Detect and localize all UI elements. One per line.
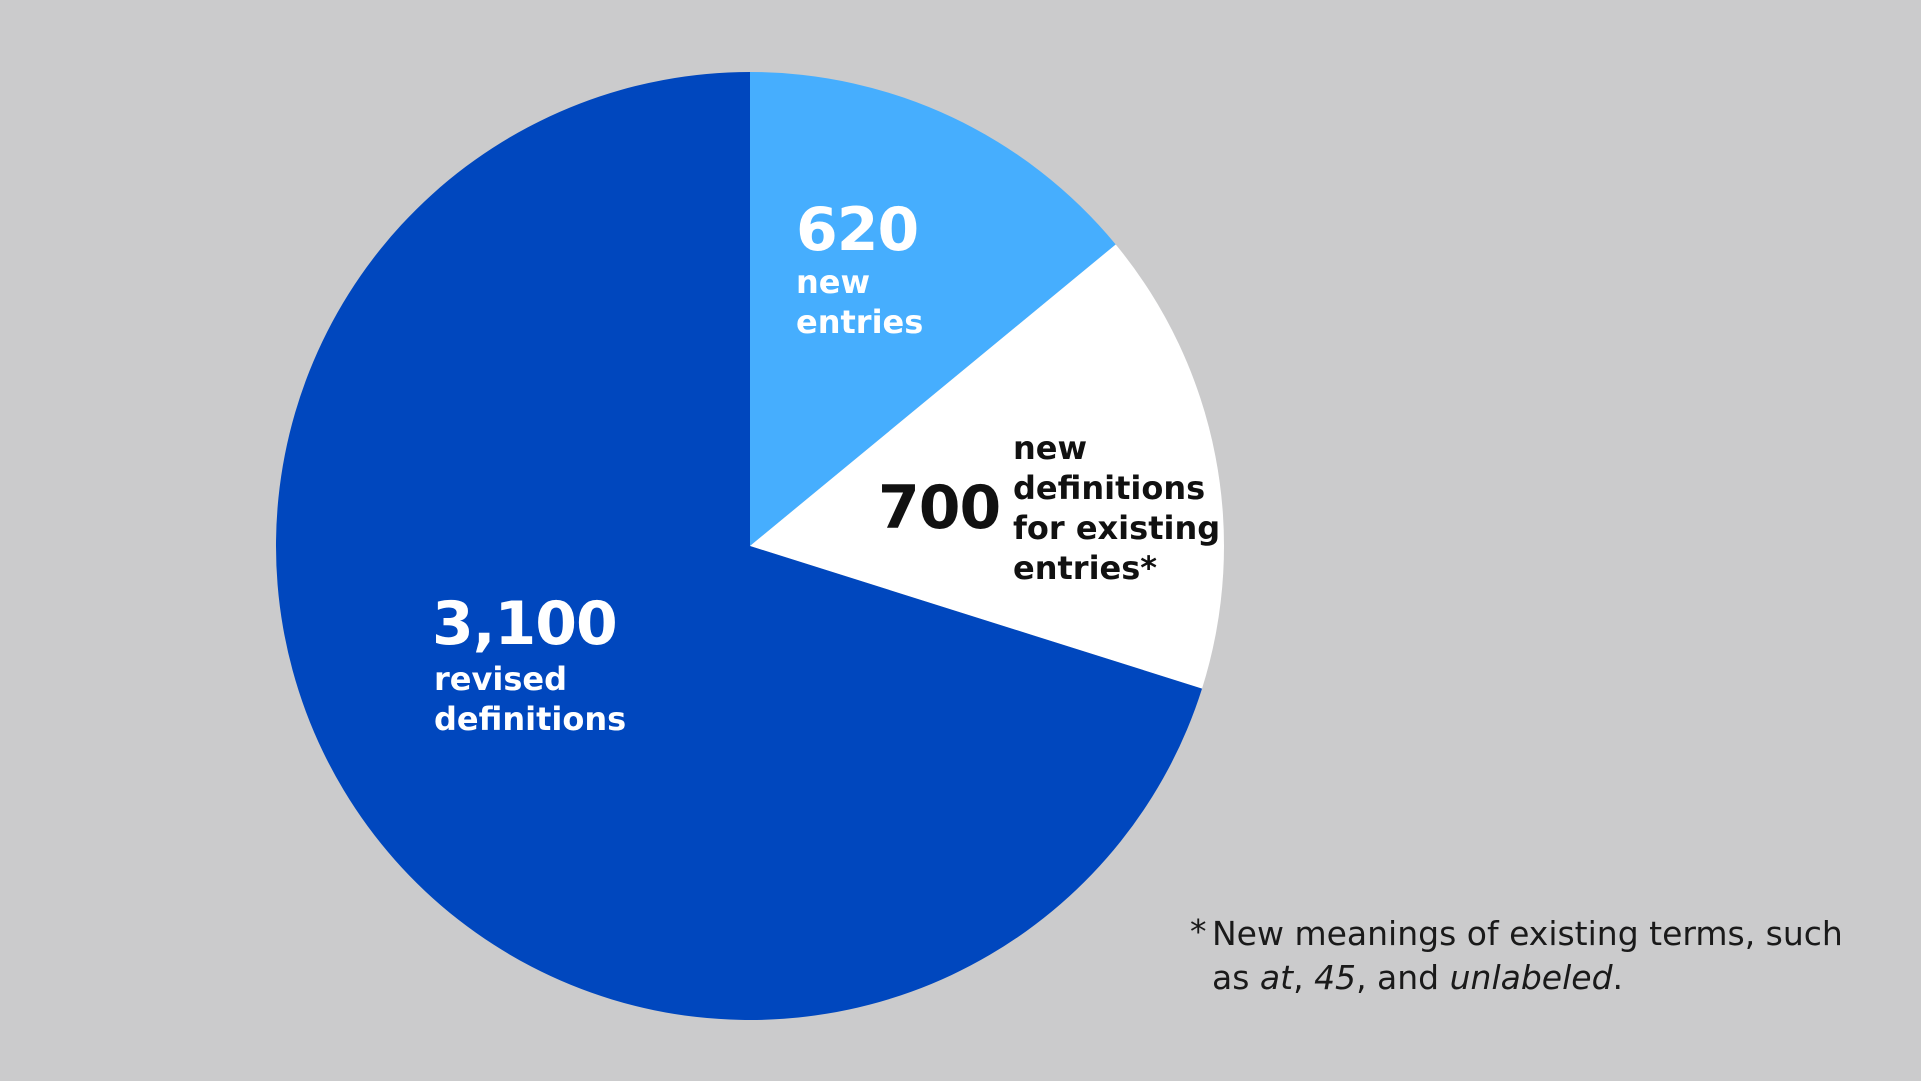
slice-category-label-2: revised definitions (434, 659, 626, 739)
footnote-term-unlabeled: unlabeled (1449, 958, 1613, 997)
footnote-term-at: at (1259, 958, 1294, 997)
slice-category-label-0: new entries (796, 262, 923, 342)
slice-category-label-line: definitions (1013, 469, 1206, 507)
slice-category-label-line: entries (796, 303, 924, 341)
slice-value-label-2: 3,100 (432, 589, 618, 659)
slice-category-label-line: definitions (434, 700, 627, 738)
pie-slice-2 (275, 72, 1203, 1020)
slice-category-label-line: entries* (1013, 549, 1158, 587)
slice-value-label-0: 620 (796, 195, 919, 265)
pie-slice-1 (750, 244, 1224, 689)
footnote-asterisk: * (1190, 912, 1207, 951)
slice-category-label-1: new definitions for existing entries* (1013, 428, 1220, 588)
slice-category-label-line: for existing (1013, 509, 1221, 547)
slice-category-label-line: revised (434, 660, 567, 698)
slice-value-label-1: 700 (878, 473, 1001, 543)
footnote-text: New meanings of existing terms, such as … (1212, 914, 1843, 997)
slice-category-label-line: new (1013, 429, 1088, 467)
pie-slice-0 (750, 72, 1116, 546)
footnote: * New meanings of existing terms, such a… (1190, 912, 1870, 1000)
slice-category-label-line: new (796, 263, 871, 301)
footnote-term-45: 45 (1314, 958, 1357, 997)
